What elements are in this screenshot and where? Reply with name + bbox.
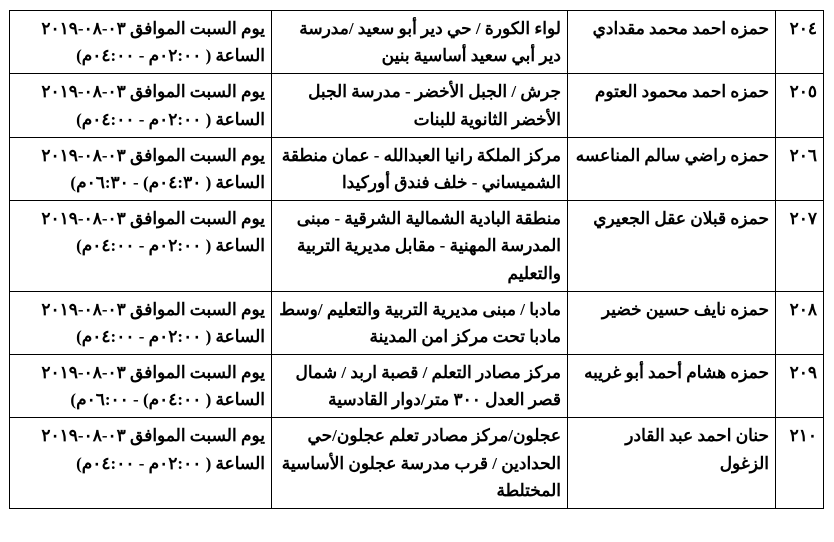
row-name: حمزه راضي سالم المناعسه	[568, 137, 776, 200]
row-index: ٢٠٩	[776, 355, 824, 418]
row-location: لواء الكورة / حي دير أبو سعيد /مدرسة دير…	[272, 11, 568, 74]
table-row: ٢٠٤حمزه احمد محمد مقداديلواء الكورة / حي…	[10, 11, 824, 74]
row-index: ٢٠٨	[776, 291, 824, 354]
row-location: عجلون/مركز مصادر تعلم عجلون/حي الحدادين …	[272, 418, 568, 509]
row-name: حمزه نايف حسين خضير	[568, 291, 776, 354]
table-row: ٢٠٧حمزه قبلان عقل الجعيريمنطقة البادية ا…	[10, 201, 824, 292]
table-row: ٢٠٩حمزه هشام أحمد أبو غريبهمركز مصادر ال…	[10, 355, 824, 418]
row-name: حمزه احمد محمود العتوم	[568, 74, 776, 137]
row-name: حمزه احمد محمد مقدادي	[568, 11, 776, 74]
row-index: ٢١٠	[776, 418, 824, 509]
row-datetime: يوم السبت الموافق ٠٣-٠٨-٢٠١٩ الساعة ( ٠٢…	[10, 74, 272, 137]
row-location: مادبا / مبنى مديرية التربية والتعليم /وس…	[272, 291, 568, 354]
table-row: ٢١٠حنان احمد عبد القادر الزغولعجلون/مركز…	[10, 418, 824, 509]
row-datetime: يوم السبت الموافق ٠٣-٠٨-٢٠١٩ الساعة ( ٠٢…	[10, 201, 272, 292]
row-index: ٢٠٥	[776, 74, 824, 137]
row-datetime: يوم السبت الموافق ٠٣-٠٨-٢٠١٩ الساعة ( ٠٢…	[10, 418, 272, 509]
table-row: ٢٠٨حمزه نايف حسين خضيرمادبا / مبنى مديري…	[10, 291, 824, 354]
schedule-table: ٢٠٤حمزه احمد محمد مقداديلواء الكورة / حي…	[9, 10, 824, 509]
row-name: حمزه قبلان عقل الجعيري	[568, 201, 776, 292]
table-row: ٢٠٦حمزه راضي سالم المناعسهمركز الملكة را…	[10, 137, 824, 200]
row-index: ٢٠٤	[776, 11, 824, 74]
table-row: ٢٠٥حمزه احمد محمود العتومجرش / الجبل الأ…	[10, 74, 824, 137]
row-location: جرش / الجبل الأخضر - مدرسة الجبل الأخضر …	[272, 74, 568, 137]
row-name: حمزه هشام أحمد أبو غريبه	[568, 355, 776, 418]
row-index: ٢٠٧	[776, 201, 824, 292]
row-location: منطقة البادية الشمالية الشرقية - مبنى ال…	[272, 201, 568, 292]
row-location: مركز مصادر التعلم / قصبة اربد / شمال قصر…	[272, 355, 568, 418]
row-datetime: يوم السبت الموافق ٠٣-٠٨-٢٠١٩ الساعة ( ٠٤…	[10, 137, 272, 200]
row-index: ٢٠٦	[776, 137, 824, 200]
row-datetime: يوم السبت الموافق ٠٣-٠٨-٢٠١٩ الساعة ( ٠٤…	[10, 355, 272, 418]
row-location: مركز الملكة رانيا العبدالله - عمان منطقة…	[272, 137, 568, 200]
row-datetime: يوم السبت الموافق ٠٣-٠٨-٢٠١٩ الساعة ( ٠٢…	[10, 11, 272, 74]
row-datetime: يوم السبت الموافق ٠٣-٠٨-٢٠١٩ الساعة ( ٠٢…	[10, 291, 272, 354]
row-name: حنان احمد عبد القادر الزغول	[568, 418, 776, 509]
